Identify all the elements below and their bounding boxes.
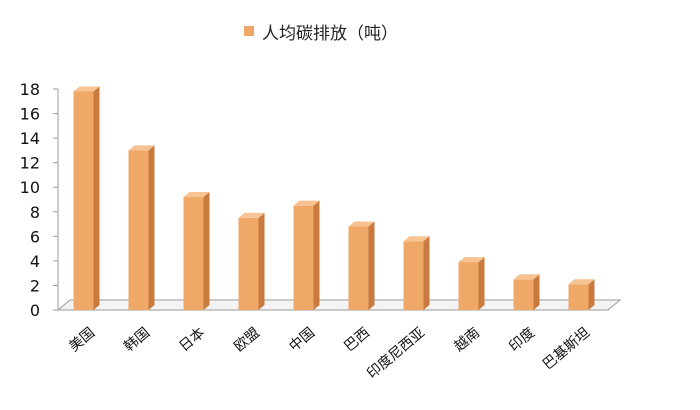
bar-side — [588, 279, 595, 310]
bar-side — [148, 145, 155, 310]
bar-front — [293, 205, 314, 310]
bar-side — [423, 236, 430, 310]
bar — [568, 279, 595, 310]
bar-front — [513, 279, 534, 310]
bar-top — [403, 236, 430, 242]
bar-top — [73, 86, 100, 92]
bar-side — [533, 274, 540, 310]
x-tick-label: 越南 — [451, 325, 483, 355]
bar-top — [293, 200, 320, 206]
y-tick-label: 16 — [20, 105, 40, 124]
bar — [348, 221, 375, 310]
bar-front — [568, 284, 589, 310]
bar — [403, 236, 430, 310]
bar — [73, 86, 100, 310]
bar — [458, 257, 485, 310]
x-tick-label: 印度 — [506, 325, 538, 355]
bar-front — [348, 226, 369, 310]
x-tick-label: 印度尼西亚 — [364, 325, 428, 382]
x-tick-label: 巴基斯坦 — [539, 324, 593, 373]
bar-side — [258, 212, 265, 310]
y-tick-label: 18 — [20, 80, 40, 99]
bar-top — [458, 257, 485, 263]
y-tick-label: 8 — [30, 203, 40, 222]
chart-legend: 人均碳排放（吨） — [244, 18, 398, 44]
y-tick-label: 14 — [20, 129, 40, 148]
x-tick-label: 日本 — [176, 325, 208, 355]
bar-front — [73, 91, 94, 310]
bar-front — [183, 197, 204, 310]
y-tick-label: 2 — [30, 276, 40, 295]
bar-front — [458, 262, 479, 310]
y-tick-label: 12 — [20, 154, 40, 173]
bar-front — [238, 217, 259, 310]
bar — [183, 192, 210, 310]
x-tick-label: 巴西 — [341, 325, 373, 355]
bar-top — [513, 274, 540, 280]
legend-swatch — [244, 26, 254, 36]
bar-front — [128, 150, 149, 310]
bar-top — [128, 145, 155, 151]
y-tick-label: 10 — [20, 178, 40, 197]
bar-top — [348, 221, 375, 227]
y-tick-label: 4 — [30, 252, 40, 271]
bar-top — [183, 192, 210, 198]
bar — [513, 274, 540, 310]
bar — [128, 145, 155, 310]
y-tick-label: 6 — [30, 227, 40, 246]
bar-side — [313, 200, 320, 310]
bar-side — [93, 86, 100, 310]
x-tick-label: 欧盟 — [231, 325, 263, 355]
legend-label: 人均碳排放（吨） — [262, 23, 398, 44]
bar — [293, 200, 320, 310]
x-tick-label: 美国 — [66, 325, 98, 355]
bar-side — [203, 192, 210, 310]
x-tick-label: 韩国 — [121, 325, 153, 355]
bar-top — [238, 212, 265, 218]
bar-side — [368, 221, 375, 310]
bar-side — [478, 257, 485, 310]
bar — [238, 212, 265, 310]
x-tick-label: 中国 — [286, 325, 318, 355]
bar-top — [568, 279, 595, 285]
bar-front — [403, 241, 424, 310]
y-tick-label: 0 — [30, 301, 40, 320]
